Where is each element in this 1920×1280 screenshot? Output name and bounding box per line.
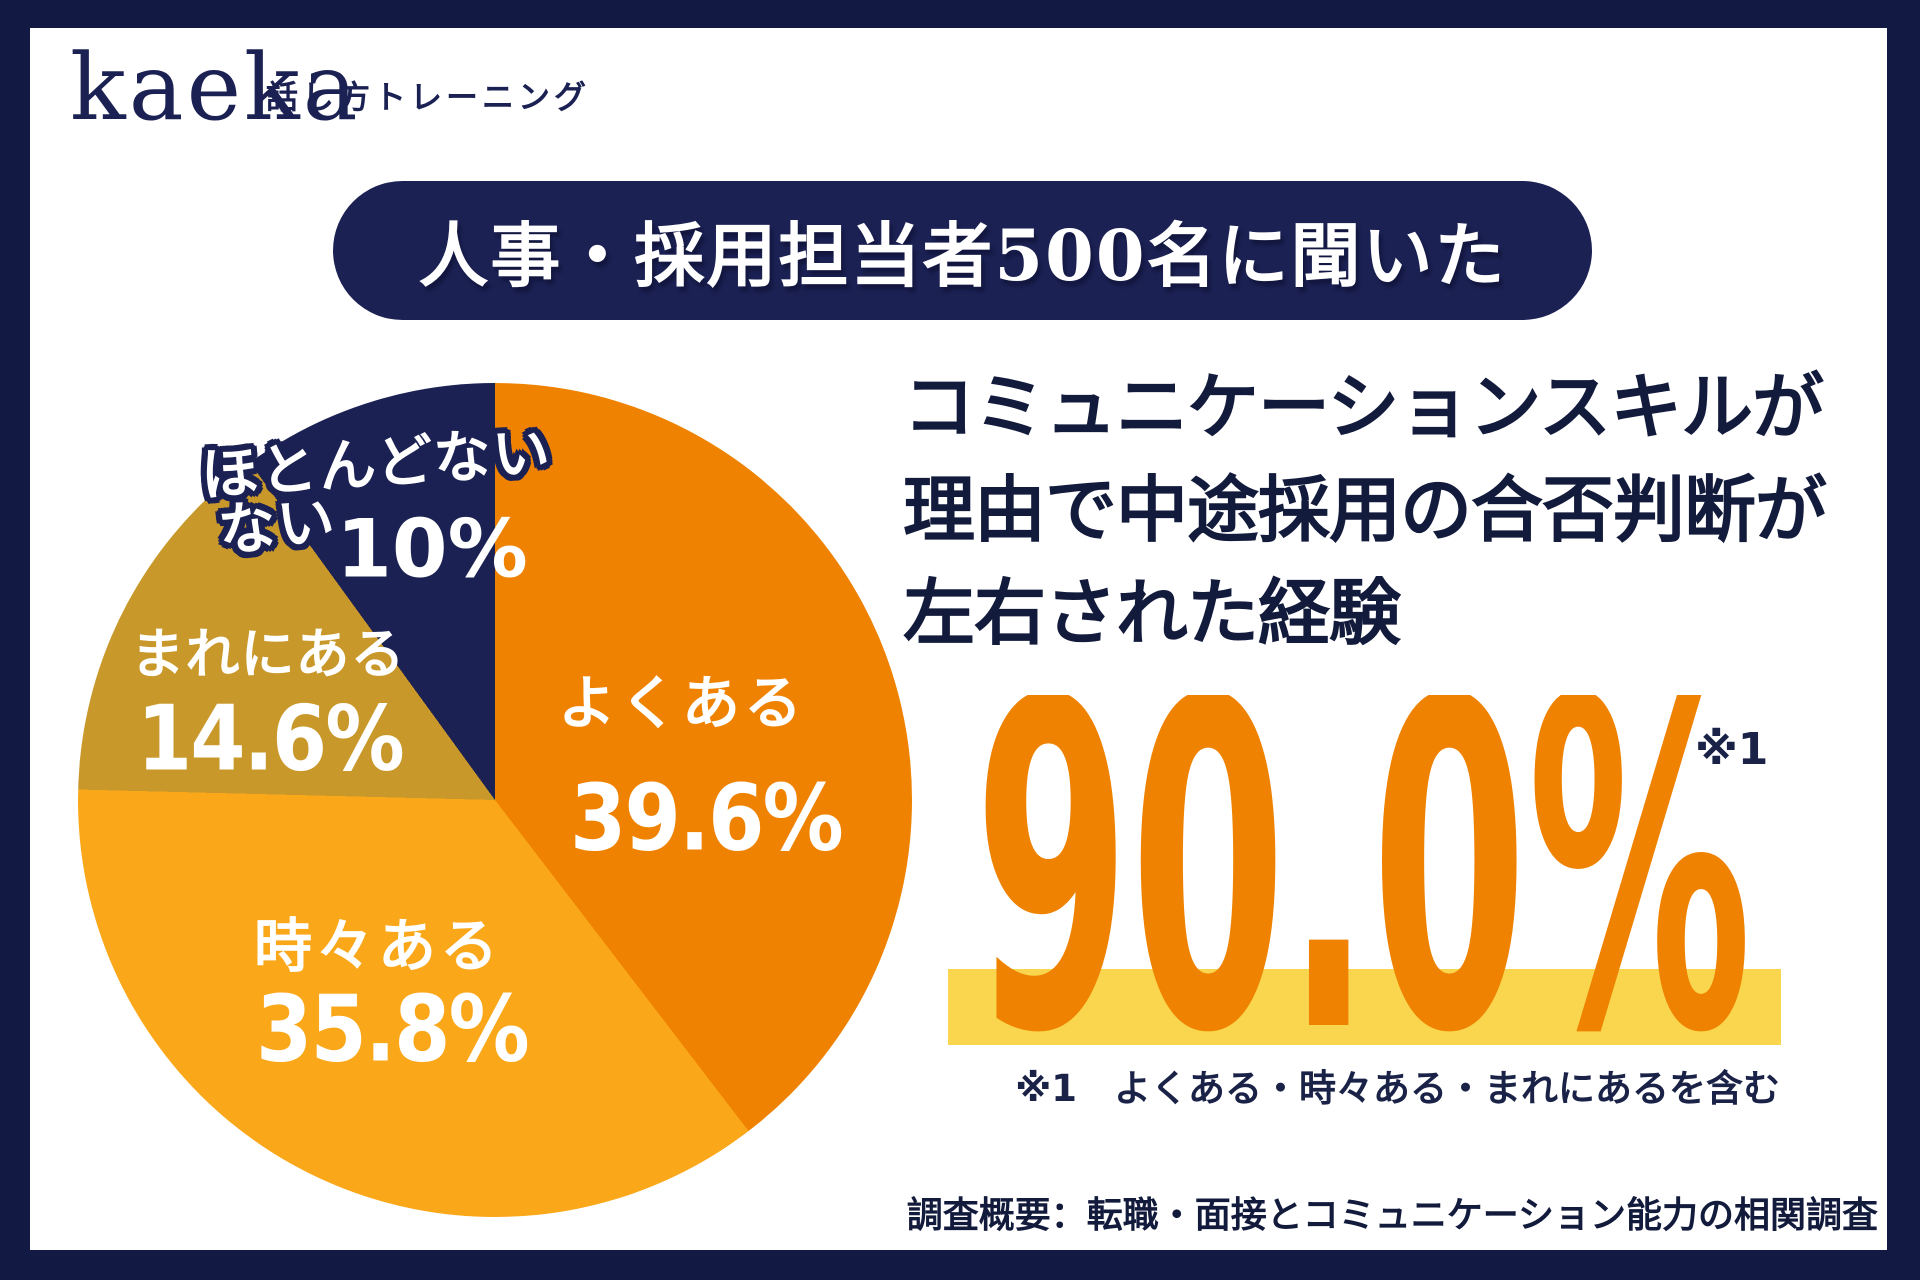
brand-tagline: 話し方トレーニング — [266, 78, 591, 116]
stat-ref-mark: ※1 — [1695, 724, 1769, 775]
title-badge-text: 人事・採用担当者500名に聞いた — [418, 214, 1507, 297]
headline-line-2: 理由で中途採用の合否判断が — [903, 468, 1827, 552]
pie-label-nai: ない — [215, 486, 340, 565]
stat-value-graphic: 90.0% — [974, 695, 1752, 1035]
pie-value-yokuaru: 39.6% — [569, 764, 844, 872]
pie-value-tokidoki: 35.8% — [255, 975, 530, 1083]
brand-logo: kaeka — [70, 34, 361, 141]
pie-label-mareni: まれにある — [130, 622, 406, 686]
pie-label-yokuaru: よくある — [557, 669, 807, 737]
pie-value-mareni: 14.6% — [137, 686, 405, 792]
title-badge: 人事・採用担当者500名に聞いた — [333, 181, 1592, 320]
pie-chart — [78, 383, 912, 1217]
pie-value-hotondonai: 10% — [336, 502, 528, 596]
stat-highlight-bar — [948, 969, 1781, 1045]
survey-note: 調査概要：転職・面接とコミュニケーション能力の相関調査 — [906, 1195, 1878, 1236]
headline: コミュニケーションスキルが 理由で中途採用の合否判断が 左右された経験 — [903, 356, 1827, 665]
stat-footnote: ※1 よくある・時々ある・まれにあるを含む — [1015, 1067, 1780, 1110]
headline-line-3: 左右された経験 — [903, 571, 1401, 655]
stat-value: 90.0% — [974, 695, 1752, 1035]
headline-line-1: コミュニケーションスキルが — [903, 365, 1824, 449]
pie-label-tokidoki: 時々ある — [253, 912, 503, 980]
